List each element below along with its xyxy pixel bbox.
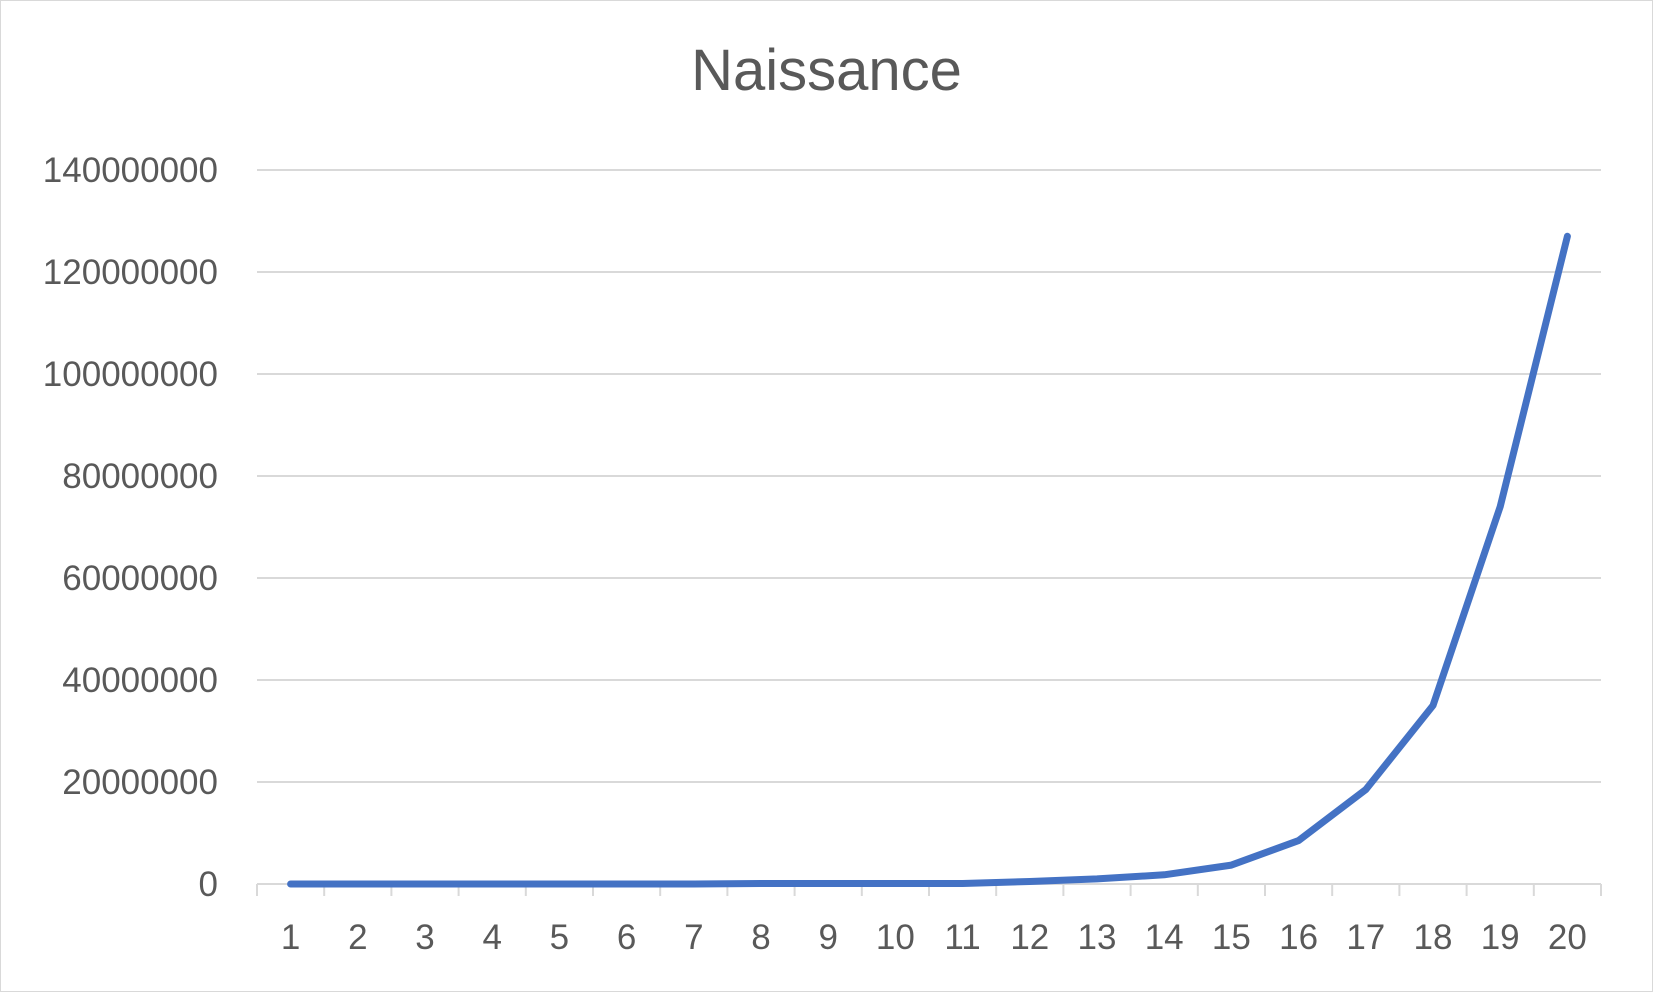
x-tick-label: 1 (281, 918, 300, 957)
x-tick-label: 20 (1548, 918, 1587, 957)
y-tick-label: 0 (199, 865, 218, 904)
x-tick-label: 18 (1414, 918, 1453, 957)
x-tick-label: 12 (1010, 918, 1049, 957)
x-tick-label: 9 (818, 918, 837, 957)
x-tick-label: 16 (1279, 918, 1318, 957)
x-tick-label: 8 (751, 918, 770, 957)
x-tick-label: 4 (482, 918, 501, 957)
y-tick-label: 80000000 (62, 457, 218, 496)
y-tick-label: 20000000 (62, 763, 218, 802)
y-tick-label: 120000000 (43, 253, 218, 292)
gridlines (257, 169, 1601, 783)
y-tick-label: 140000000 (43, 151, 218, 190)
x-tick-label: 2 (348, 918, 367, 957)
x-tick-label: 6 (617, 918, 636, 957)
x-tick-label: 19 (1481, 918, 1520, 957)
x-tick-label: 7 (684, 918, 703, 957)
x-tick-label: 13 (1078, 918, 1117, 957)
y-tick-label: 100000000 (43, 355, 218, 394)
x-tick-label: 5 (550, 918, 569, 957)
series-line (287, 232, 1571, 888)
x-tick-label: 17 (1346, 918, 1385, 957)
x-tick-label: 10 (876, 918, 915, 957)
x-tick-label: 3 (415, 918, 434, 957)
chart-title: Naissance (691, 38, 962, 103)
x-tick-label: 11 (944, 918, 980, 957)
x-tick-label: 15 (1212, 918, 1251, 957)
series-layer (287, 232, 1571, 888)
y-tick-label: 40000000 (62, 661, 218, 700)
x-tick-label: 14 (1145, 918, 1184, 957)
y-axis-labels: 0 20000000 40000000 60000000 80000000 1000000… (43, 151, 218, 904)
y-tick-label: 60000000 (62, 559, 218, 598)
x-axis-labels: 1 2 3 4 5 6 7 8 9 10 11 12 13 14 15 16 17 18 19 20 (281, 918, 1587, 957)
